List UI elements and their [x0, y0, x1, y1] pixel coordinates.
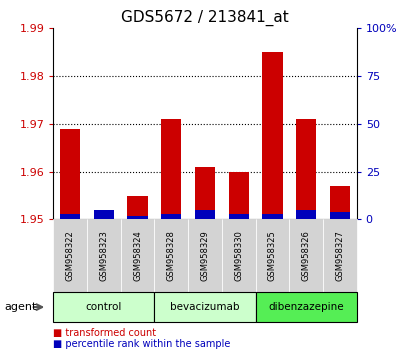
Bar: [228, 214, 248, 219]
Bar: [295, 210, 315, 219]
Bar: [194, 167, 215, 219]
Text: ■ percentile rank within the sample: ■ percentile rank within the sample: [53, 339, 230, 349]
Bar: [262, 214, 282, 219]
Bar: [161, 119, 181, 219]
Text: GSM958330: GSM958330: [234, 230, 243, 281]
Text: GSM958325: GSM958325: [267, 230, 276, 281]
Text: ■ transformed count: ■ transformed count: [53, 328, 156, 338]
Bar: [329, 186, 349, 219]
Text: GSM958324: GSM958324: [133, 230, 142, 281]
Text: GSM958329: GSM958329: [200, 230, 209, 281]
Text: GSM958327: GSM958327: [335, 230, 344, 281]
Text: dibenzazepine: dibenzazepine: [267, 302, 343, 312]
Bar: [329, 212, 349, 219]
Title: GDS5672 / 213841_at: GDS5672 / 213841_at: [121, 9, 288, 25]
Bar: [194, 210, 215, 219]
Text: agent: agent: [4, 302, 36, 312]
Bar: [60, 214, 80, 219]
Bar: [228, 172, 248, 219]
Text: GSM958323: GSM958323: [99, 230, 108, 281]
Bar: [262, 52, 282, 219]
Text: GSM958322: GSM958322: [65, 230, 74, 281]
Bar: [127, 216, 147, 219]
Bar: [295, 119, 315, 219]
Bar: [127, 196, 147, 219]
Text: GSM958326: GSM958326: [301, 230, 310, 281]
Bar: [60, 129, 80, 219]
Text: bevacizumab: bevacizumab: [170, 302, 239, 312]
Bar: [94, 210, 114, 219]
Text: GSM958328: GSM958328: [166, 230, 175, 281]
Bar: [94, 210, 114, 219]
Text: control: control: [85, 302, 122, 312]
Bar: [161, 214, 181, 219]
